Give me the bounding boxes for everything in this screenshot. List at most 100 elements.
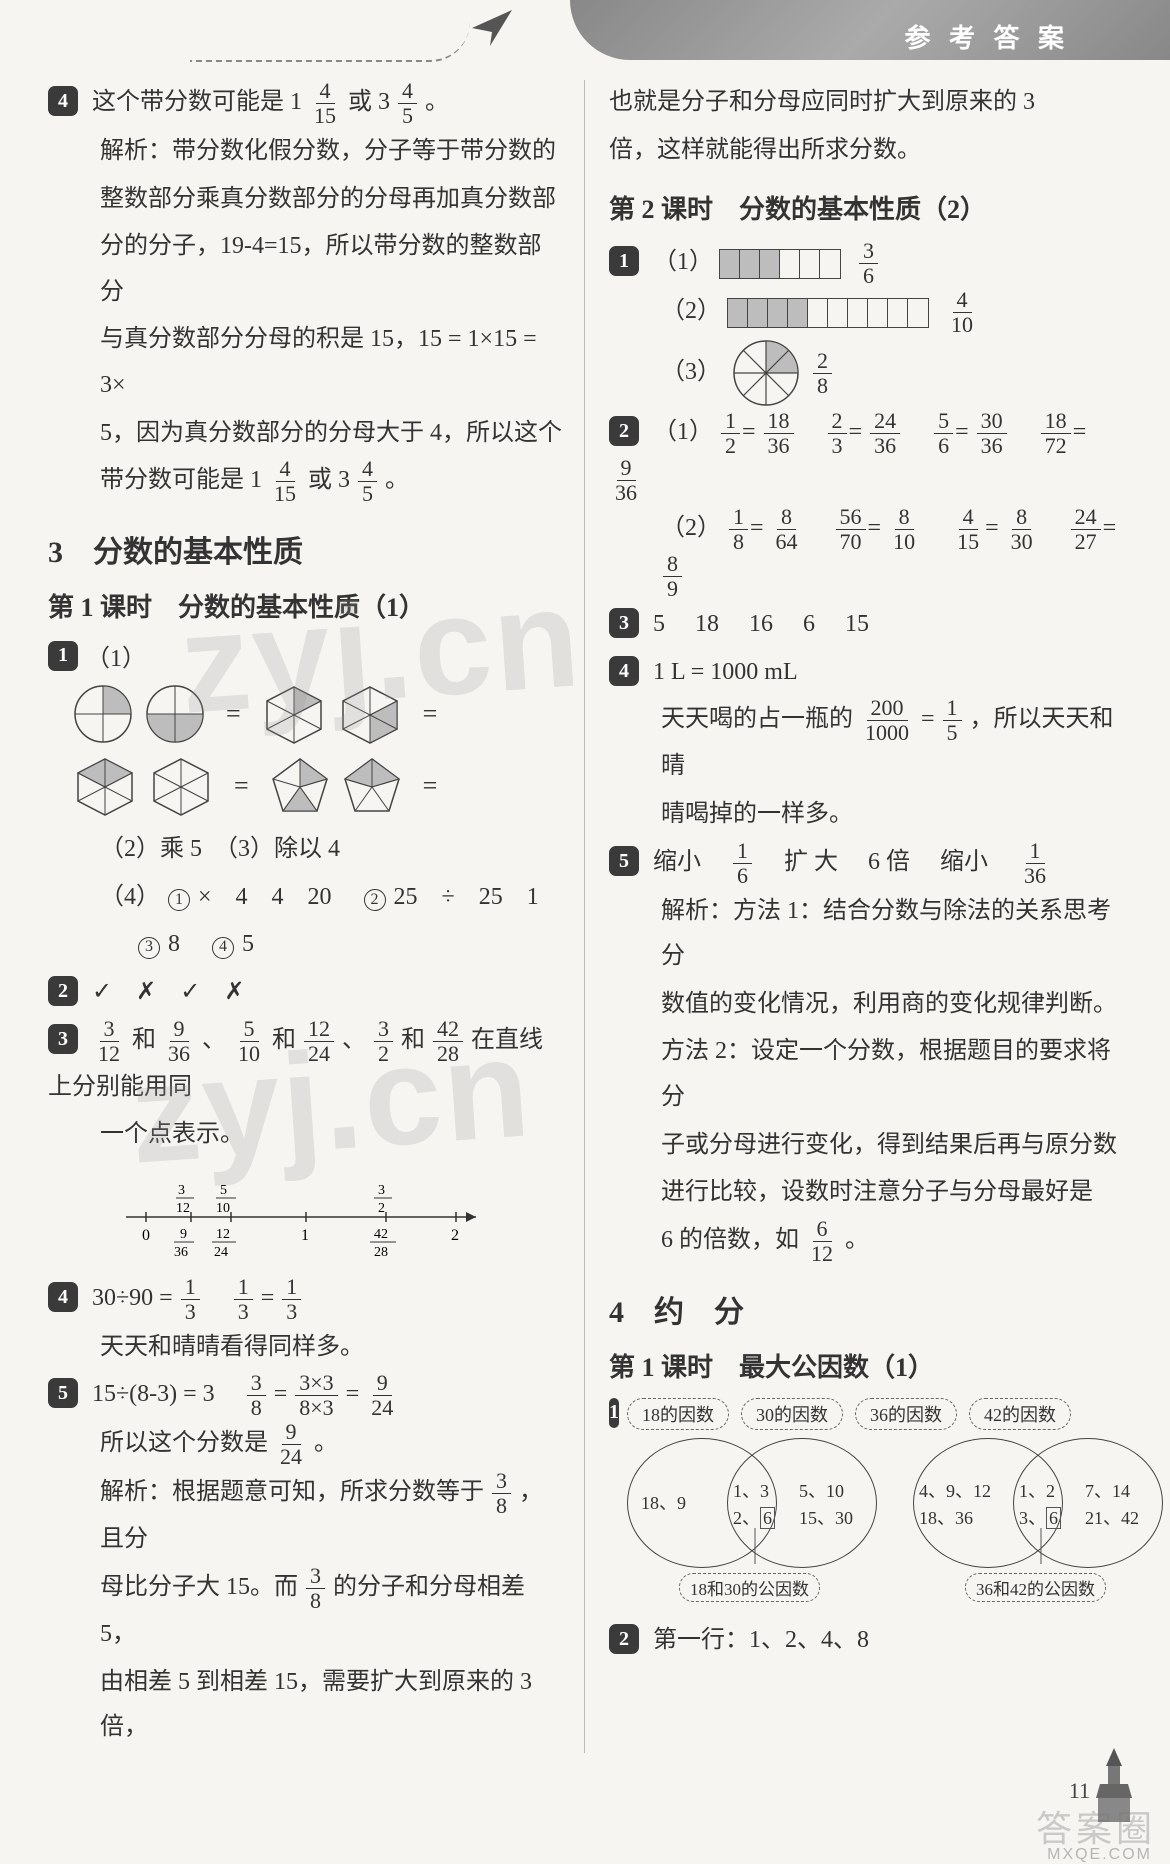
bar-6-icon (719, 249, 841, 279)
badge-3: 3 (48, 1024, 78, 1054)
hexagon-icon (72, 755, 138, 817)
right-column: 也就是分子和分母应同时扩大到原来的 3 倍，这样就能得出所求分数。 第 2 课时… (585, 80, 1136, 1753)
text: 所以这个分数是 924 。 (48, 1421, 562, 1468)
header-label: 参 考 答 案 (904, 18, 1070, 55)
exp: 子或分母进行变化，得到结果后再与原分数 (609, 1123, 1122, 1169)
q4b: 4 30÷90 = 13 13 = 13 (48, 1276, 562, 1323)
hexagon-icon (337, 683, 403, 745)
circle-8-icon (731, 338, 801, 408)
pentagon-icon (269, 755, 331, 817)
svg-text:3: 3 (178, 1183, 185, 1198)
r-q1-2: （2） 410 (609, 289, 1122, 336)
circle-quarter-icon (72, 683, 134, 745)
text: 一个点表示。 (48, 1112, 562, 1158)
text: （2）乘 5 （3）除以 4 (48, 827, 562, 873)
dotted-curve-deco (190, 22, 470, 62)
badge-3: 3 (609, 608, 639, 638)
venn-tag: 42的因数 (969, 1398, 1071, 1430)
number-line: 0 1 2 312 510 32 936 1224 4228 (116, 1172, 562, 1262)
badge-1: 1 (609, 1398, 619, 1428)
badge-2: 2 (609, 1624, 639, 1654)
text: 。 (425, 89, 449, 115)
hexagon-icon (148, 755, 214, 817)
svg-text:2: 2 (451, 1227, 459, 1244)
exp: 解析：方法 1：结合分数与除法的关系思考分 (609, 889, 1122, 980)
badge-4: 4 (48, 86, 78, 116)
venn-block: 1 18的因数 30的因数 36的因数 42的因数 18、9 1、32、6 (609, 1398, 1122, 1582)
page-header: 参 考 答 案 (0, 0, 1170, 70)
exp: 母比分子大 15。而 38 的分子和分母相差 5， (48, 1565, 562, 1658)
exp: 分的分子，19-4=15，所以带分数的整数部分 (48, 224, 562, 315)
text: 天天和晴晴看得同样多。 (48, 1325, 562, 1371)
section-3-heading: 3 分数的基本性质 (48, 527, 562, 571)
svg-text:28: 28 (374, 1245, 388, 1260)
answer-stamp: 答案圈 (1036, 1800, 1156, 1852)
badge-1: 1 (48, 641, 78, 671)
venn-tag: 18的因数 (627, 1398, 729, 1430)
r-q1-3: （3） 28 (609, 338, 1122, 408)
text: （4） 1 × 4 4 20 2 25 ÷ 25 1 (48, 875, 562, 921)
exp: 方法 2：设定一个分数，根据题目的要求将分 (609, 1029, 1122, 1120)
q1-shapes: 1 （1） (48, 638, 562, 673)
q2: 2 ✓ ✗ ✓ ✗ (48, 970, 562, 1016)
badge-1: 1 (609, 246, 639, 276)
exp: 6 的倍数，如 612 。 (609, 1218, 1122, 1265)
svg-text:10: 10 (216, 1201, 230, 1216)
svg-text:12: 12 (216, 1227, 230, 1242)
exp: 整数部分乘真分数部分的分母再加真分数部 (48, 177, 562, 223)
q5: 5 15÷(8-3) = 3 38 = 3×38×3 = 924 (48, 1372, 562, 1419)
lesson-gcf-heading: 第 1 课时 最大公因数（1） (609, 1347, 1122, 1384)
paper-plane-icon (470, 6, 514, 50)
header-banner (570, 0, 1170, 60)
q4-answer: 4 这个带分数可能是 1 415 或 3 45 。 (48, 80, 562, 127)
exp: 数值的变化情况，利用商的变化规律判断。 (609, 982, 1122, 1028)
venn-18-30: 18、9 1、32、6 5、10 15、30 18和30的公因数 (627, 1438, 885, 1578)
svg-text:12: 12 (176, 1201, 190, 1216)
r-q4: 4 1 L = 1000 mL (609, 650, 1122, 696)
shape-row-1: = = (72, 683, 562, 745)
exp: 解析：根据题意可知，所求分数等于 38 ，且分 (48, 1470, 562, 1563)
text: 晴喝掉的一样多。 (609, 792, 1122, 838)
section-4-heading: 4 约 分 (609, 1287, 1122, 1331)
badge-2: 2 (48, 976, 78, 1006)
exp: 5，因为真分数部分的分母大于 4，所以这个 (48, 411, 562, 457)
venn-tag: 30的因数 (741, 1398, 843, 1430)
shape-row-2: = = (72, 755, 562, 817)
svg-text:5: 5 (220, 1183, 227, 1198)
lesson-1-heading: 第 1 课时 分数的基本性质（1） (48, 587, 562, 624)
exp: 解析：带分数化假分数，分子等于带分数的 (48, 129, 562, 175)
bar-10-icon (727, 298, 929, 328)
svg-text:3: 3 (378, 1183, 385, 1198)
content-columns: 4 这个带分数可能是 1 415 或 3 45 。 解析：带分数化假分数，分子等… (0, 70, 1170, 1753)
badge-5: 5 (609, 846, 639, 876)
badge-5: 5 (48, 1378, 78, 1408)
r-q3: 3 5 18 16 6 15 (609, 602, 1122, 648)
r-q1-1: 1 （1） 36 (609, 240, 1122, 287)
svg-text:2: 2 (378, 1201, 385, 1216)
q3: 3 312 和 936 、 510 和 1224 、 32 和 4228 在直线… (48, 1018, 562, 1111)
badge-2: 2 (609, 416, 639, 446)
exp: 由相差 5 到相差 15，需要扩大到原来的 3 倍， (48, 1660, 562, 1751)
svg-text:36: 36 (174, 1245, 188, 1260)
text: 也就是分子和分母应同时扩大到原来的 3 (609, 80, 1122, 126)
site-stamp: MXQE.COM (1047, 1846, 1152, 1864)
text: 或 3 (348, 89, 390, 115)
r-q2b: 2 第一行：1、2、4、8 (609, 1618, 1122, 1664)
r-q5: 5 缩小 16 扩 大 6 倍 缩小 136 (609, 840, 1122, 887)
text: （1） (86, 638, 146, 673)
text: 3 8 4 5 (48, 922, 562, 968)
exp: 带分数可能是 1 415 或 3 45 。 (48, 458, 562, 505)
badge-4: 4 (609, 656, 639, 686)
hexagon-icon (261, 683, 327, 745)
svg-text:24: 24 (214, 1245, 228, 1260)
badge-4: 4 (48, 1282, 78, 1312)
left-column: 4 这个带分数可能是 1 415 或 3 45 。 解析：带分数化假分数，分子等… (34, 80, 585, 1753)
r-q2-2: （2） 18= 864 5670= 810 415= 830 2427= 89 (609, 506, 1122, 600)
venn-36-42: 4、9、12 18、36 1、23、6 7、14 21、42 36和42的公因数 (913, 1438, 1170, 1578)
text: 天天喝的占一瓶的 2001000 = 15 ，所以天天和晴 (609, 697, 1122, 790)
svg-text:1: 1 (301, 1227, 309, 1244)
svg-text:42: 42 (374, 1227, 388, 1242)
exp: 进行比较，设数时注意分子与分母最好是 (609, 1170, 1122, 1216)
exp: 与真分数部分分母的积是 15，15 = 1×15 = 3× (48, 317, 562, 408)
r-q2-1: 2 （1） 12= 1836 23= 2436 56= 3036 1872= 9… (609, 410, 1122, 504)
